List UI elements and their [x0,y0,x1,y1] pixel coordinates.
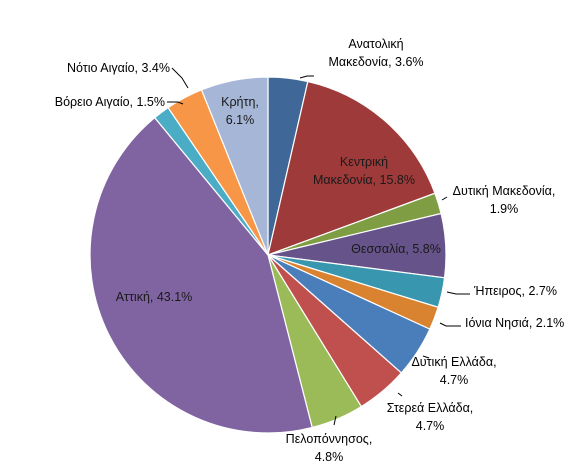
slice-labels: Ανατολική Μακεδονία, 3.6% Κεντρική Μακεδονί… [55,37,565,464]
slice-label-10: Αττική, 43.1% [116,290,193,304]
slice-label-11: Βόρειο Αιγαίο, 1.5% [55,95,165,109]
slice-label-line: Βόρειο Αιγαίο, 1.5% [55,95,165,109]
slice-label-line: 1.9% [490,202,519,216]
slice-label-4: Θεσσαλία, 5.8% [351,242,441,256]
leader-line-7 [422,355,430,359]
slice-label-line: Δυτική Ελλάδα, [411,355,496,369]
slice-label-line: Θεσσαλία, 5.8% [351,242,441,256]
leader-line-5 [446,291,470,295]
leader-line-3 [441,196,448,201]
pie-slice-2 [267,80,436,256]
slice-label-3: Δυτική Μακεδονία, 1.9% [453,184,556,216]
leader-lines [167,67,470,426]
pie-slices [89,76,447,434]
leader-line-12 [171,67,189,89]
slice-label-6: Ιόνια Νησιά, 2.1% [465,316,564,330]
slice-label-line: Νότιο Αιγαίο, 3.4% [67,61,170,75]
slice-label-line: Κρήτη, [221,95,259,109]
slice-label-13: Κρήτη, 6.1% [221,95,259,127]
slice-label-line: 4.8% [315,450,344,464]
slice-label-1: Ανατολική Μακεδονία, 3.6% [328,37,423,69]
leader-line-8 [397,392,403,397]
pie-slice-10 [89,116,313,434]
slice-label-line: Δυτική Μακεδονία, [453,184,556,198]
slice-label-line: 4.7% [416,419,445,433]
slice-label-7: Δυτική Ελλάδα, 4.7% [411,355,496,387]
slice-label-line: Στερεά Ελλάδα, [387,401,474,415]
slice-label-9: Πελοπόννησος, 4.8% [286,432,373,464]
leader-line-1 [299,75,314,79]
slice-label-line: Κεντρική [340,155,388,169]
slice-label-5: Ήπειρος, 2.7% [473,284,557,298]
slice-label-12: Νότιο Αιγαίο, 3.4% [67,61,170,75]
slice-label-line: Μακεδονία, 15.8% [313,173,415,187]
slice-label-line: Ήπειρος, 2.7% [473,284,557,298]
leader-line-6 [439,322,461,327]
slice-label-line: Ιόνια Νησιά, 2.1% [465,316,564,330]
slice-label-line: Ανατολική [348,37,403,51]
leader-line-11 [167,101,184,105]
slice-label-line: 6.1% [226,113,255,127]
slice-label-line: Πελοπόννησος, [286,432,373,446]
slice-label-2: Κεντρική Μακεδονία, 15.8% [313,155,415,187]
pie-slice-13 [200,76,269,256]
slice-label-line: Μακεδονία, 3.6% [328,55,423,69]
leader-line-9 [333,415,337,426]
slice-label-line: 4.7% [440,373,469,387]
slice-label-8: Στερεά Ελλάδα, 4.7% [387,401,474,433]
slice-label-line: Αττική, 43.1% [116,290,193,304]
